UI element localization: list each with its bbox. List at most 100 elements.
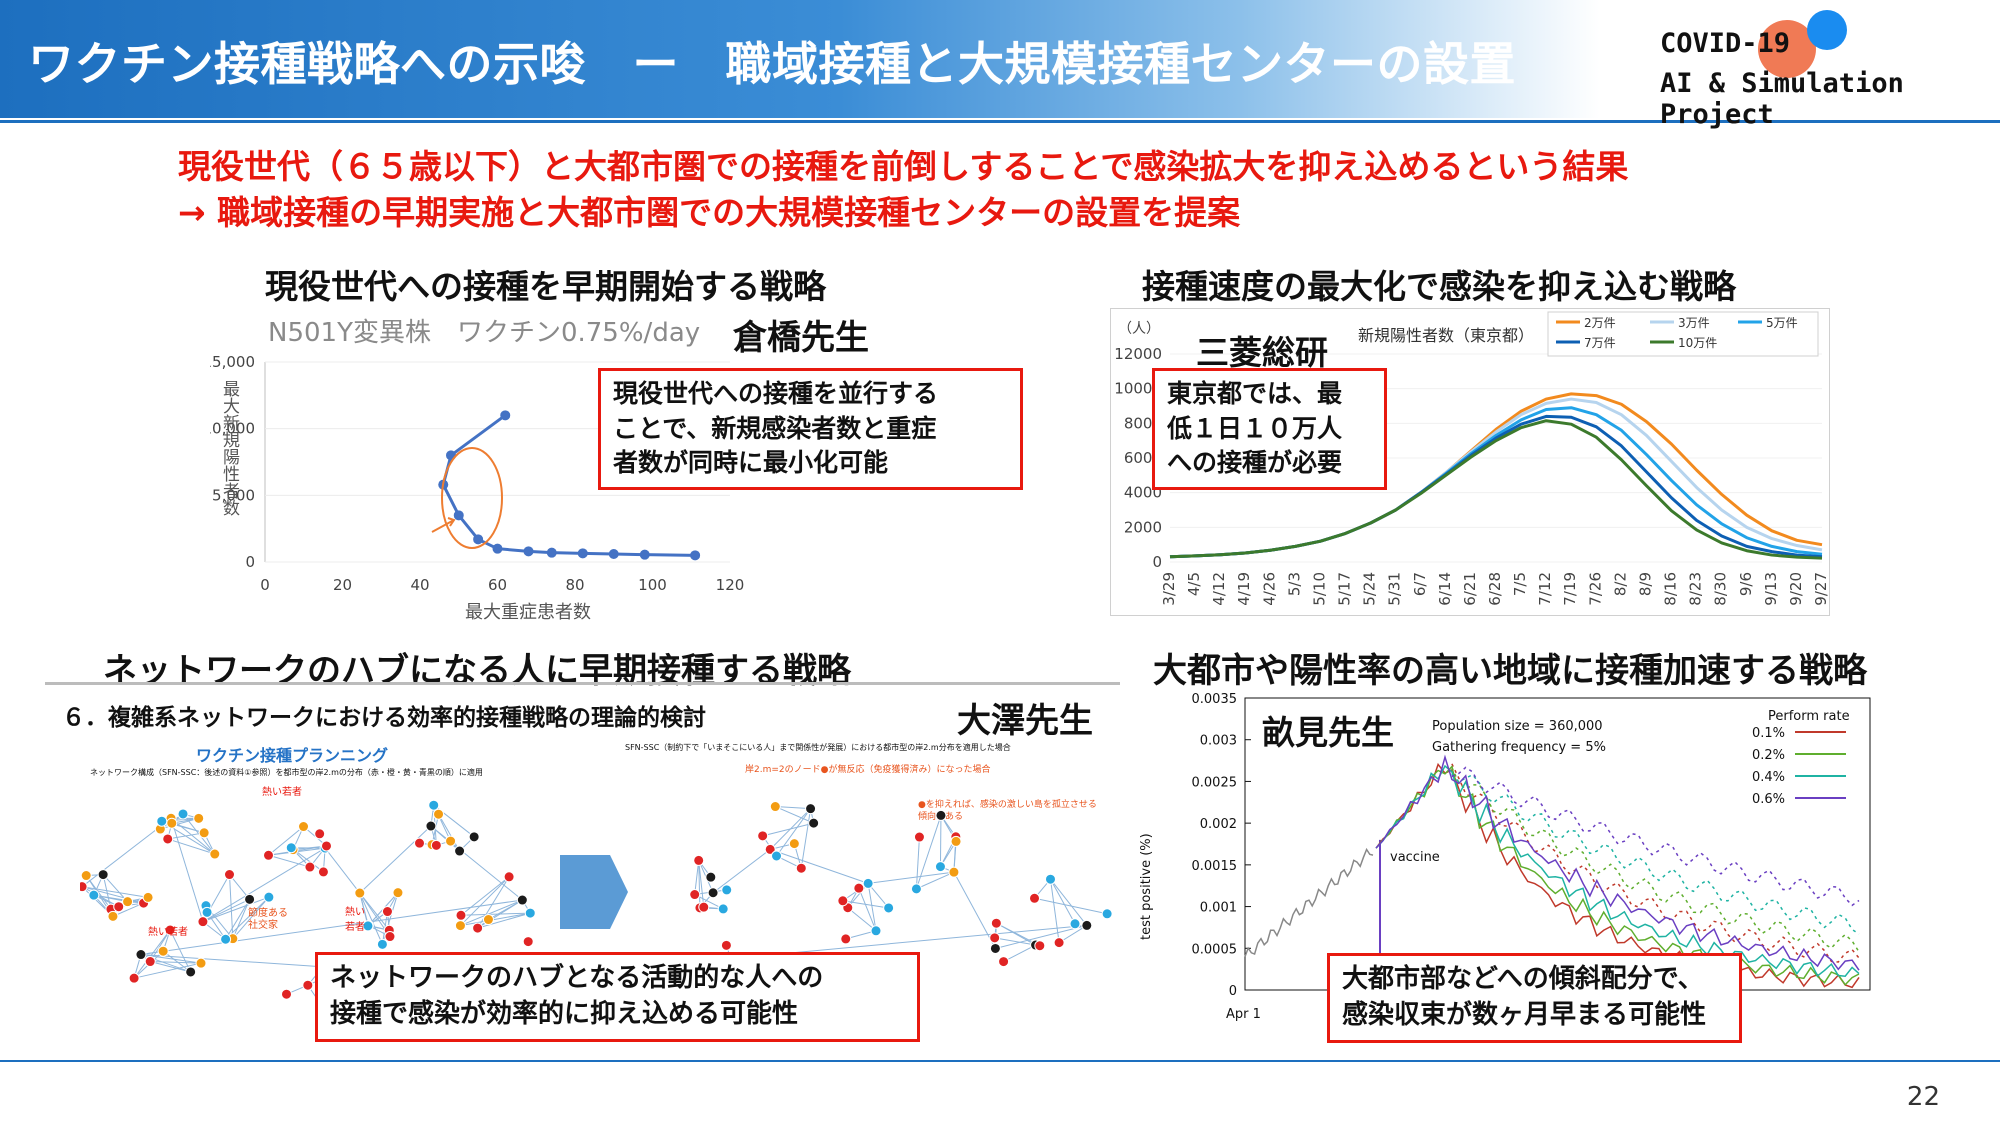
- q3-node: [362, 920, 374, 932]
- q3-edge: [202, 847, 326, 923]
- q4-y-tick-label: 0.001: [1200, 901, 1237, 916]
- q3-edge: [698, 860, 701, 908]
- q3-node: [689, 889, 701, 901]
- q3-node: [468, 831, 480, 843]
- q1-x-tick-label: 80: [565, 576, 584, 594]
- q4-series-dashed-0.2%: [1451, 767, 1860, 953]
- lead-text-1: 現役世代（６５歳以下）と大都市圏での接種を前倒しすることで感染拡大を抑え込めると…: [178, 147, 1629, 186]
- page-number: 22: [1906, 1082, 1940, 1112]
- q4-series-dashed-0.4%: [1451, 773, 1860, 935]
- q3-edge: [776, 808, 811, 857]
- q3-edge: [169, 929, 192, 973]
- q3-divider: [45, 682, 1120, 685]
- q3-node: [837, 895, 849, 907]
- q2-x-tick-label: 4/19: [1235, 572, 1253, 606]
- q3-node: [201, 906, 213, 918]
- q2-x-tick-label: 5/10: [1310, 572, 1328, 606]
- q3-node: [948, 866, 960, 878]
- q4-y-tick-label: 0.0035: [1192, 692, 1238, 707]
- q3-node: [428, 799, 440, 811]
- q3-node: [910, 883, 922, 895]
- q1-data-point: [523, 546, 534, 557]
- q3-node: [522, 936, 534, 948]
- q1-x-tick-label: 60: [488, 576, 507, 594]
- q3-node: [913, 831, 925, 843]
- q3-node: [142, 891, 154, 903]
- q3-edge: [140, 899, 523, 956]
- q3-edge: [1003, 944, 1036, 963]
- q3-edge: [460, 912, 531, 916]
- q2-x-tick-label: 9/27: [1812, 572, 1830, 606]
- q3-node: [354, 887, 366, 899]
- q4-legend-label: 0.2%: [1752, 748, 1785, 763]
- q4-series-solid-0.4%: [1375, 764, 1860, 978]
- q3-edge: [170, 818, 204, 922]
- q3-node: [1029, 892, 1041, 904]
- q3-edge: [858, 887, 877, 931]
- q3-edge: [268, 854, 311, 868]
- q3-callout-line-1: ネットワークのハブとなる活動的な人への: [330, 963, 824, 993]
- q1-data-point: [577, 548, 588, 559]
- q3-node: [107, 910, 119, 922]
- q1-data-point: [500, 410, 511, 421]
- q3-node: [998, 956, 1010, 968]
- q3-edge: [916, 871, 955, 890]
- q2-x-tick-label: 8/2: [1611, 572, 1629, 596]
- q4-series-solid-0.6%: [1375, 754, 1860, 971]
- q4-info-gathering: Gathering frequency = 5%: [1432, 740, 1606, 755]
- q3-edge: [228, 874, 234, 939]
- q4-y-ticks: 0 0.0005 0.001 0.0015 0.002 0.0025 0.003 0.0035: [1192, 692, 1251, 999]
- q1-y-tick-label: 0: [245, 553, 255, 571]
- q3-node: [223, 869, 235, 881]
- q3-node: [1069, 918, 1081, 930]
- q2-legend-label: 5万件: [1766, 316, 1798, 330]
- q3-node: [88, 889, 100, 901]
- q2-legend-box: [1547, 311, 1819, 357]
- q4-line-chart: 0 0.0005 0.001 0.0015 0.002 0.0025 0.003 0.0035…: [1192, 692, 1871, 999]
- q3-edge: [324, 847, 361, 894]
- q3-edge: [868, 871, 954, 884]
- q3-node: [808, 817, 820, 829]
- q3-edge: [488, 899, 523, 920]
- q3-edge: [102, 874, 112, 910]
- q3-node: [414, 837, 426, 849]
- q3-node: [707, 887, 719, 899]
- q3-node: [935, 809, 947, 821]
- q2-x-tick-label: 6/28: [1486, 572, 1504, 606]
- q2-y-tick-label: 2000: [1124, 518, 1162, 536]
- q2-x-tick-label: 7/5: [1511, 572, 1529, 596]
- q3-edge: [202, 896, 270, 923]
- q2-series: [1169, 392, 1823, 560]
- q3-node: [516, 894, 528, 906]
- q2-x-tick-label: 9/20: [1787, 572, 1805, 606]
- q3-edge: [994, 937, 1036, 946]
- q1-x-tick-label: 120: [716, 576, 745, 594]
- q3-edge: [149, 929, 171, 962]
- q3-node: [193, 812, 205, 824]
- q1-x-tick-label: 40: [410, 576, 429, 594]
- q4-legend-label: 0.6%: [1752, 792, 1785, 807]
- q3-edge: [150, 961, 202, 964]
- q3-label-hot-2: 熱い若者: [148, 927, 188, 938]
- q4-author: 畝見先生: [1262, 713, 1394, 752]
- brand-line-2: AI & Simulation Project: [1660, 68, 1904, 130]
- q3-node: [805, 803, 817, 815]
- q3-node: [795, 862, 807, 874]
- q2-callout-line-2: 低１日１０万人: [1167, 413, 1343, 443]
- q3-node: [693, 854, 705, 866]
- q3-edge: [712, 849, 771, 894]
- q3-node: [157, 945, 169, 957]
- q3-subheading: ６．複雑系ネットワークにおける効率的接種戦略の理論的検討: [62, 705, 706, 731]
- q3-node: [425, 820, 437, 832]
- q2-x-tick-label: 5/17: [1336, 572, 1354, 606]
- q1-x-tick-label: 100: [638, 576, 667, 594]
- q2-x-tick-label: 9/6: [1737, 572, 1755, 596]
- q4-y-tick-label: 0.003: [1200, 734, 1237, 749]
- q3-edge: [102, 874, 128, 902]
- q1-data-point: [546, 547, 557, 558]
- q4-y-tick-label: 0.0005: [1192, 942, 1238, 957]
- q3-node: [840, 933, 852, 945]
- q3-node: [376, 938, 388, 950]
- q3-edge: [939, 815, 942, 867]
- q2-legend-label: 3万件: [1678, 316, 1710, 330]
